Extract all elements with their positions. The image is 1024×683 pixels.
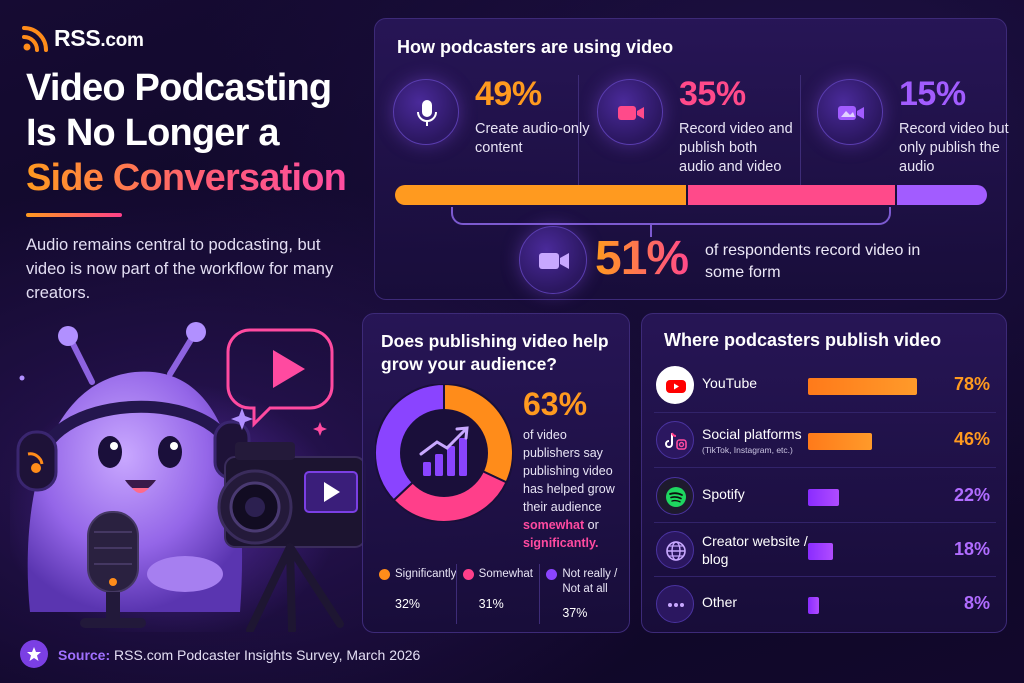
platform-row-website: Creator website / blog 18%: [654, 529, 998, 573]
growth-desc-main: of video publishers say publishing video…: [523, 428, 615, 514]
growth-desc-or: or: [587, 518, 599, 532]
legend-item: Significantly 32%: [373, 564, 456, 624]
source-label: Source:: [58, 647, 111, 663]
growth-desc-em2: significantly.: [523, 536, 599, 550]
divider: [578, 75, 579, 185]
divider: [800, 75, 801, 185]
platform-name: Creator website / blog: [702, 533, 808, 567]
platform-name: Other: [702, 594, 738, 610]
usage-bar-segment: [395, 185, 688, 205]
legend-dot: [379, 569, 390, 580]
platform-row-social: Social platforms (TikTok, Instagram, etc…: [654, 419, 998, 463]
platform-bar: [808, 489, 948, 506]
video-camera-icon: [597, 79, 663, 145]
platform-bar-fill: [808, 489, 839, 506]
platform-bar: [808, 543, 948, 560]
video-camera-icon: [519, 226, 587, 294]
brand-logo: RSS.com: [22, 24, 144, 52]
platform-bar: [808, 597, 948, 614]
growth-chart-icon: [419, 426, 469, 476]
divider: [654, 576, 996, 577]
globe-icon: [656, 531, 694, 569]
legend-value: 37%: [562, 606, 588, 620]
platform-pct: 46%: [953, 429, 990, 449]
video-camera-icon: [817, 79, 883, 145]
platform-name: YouTube: [702, 375, 758, 391]
growth-value: 63%: [523, 386, 588, 422]
divider: [654, 412, 996, 413]
stat-value: 35%: [679, 75, 746, 113]
platform-name: Spotify: [702, 486, 745, 502]
summary-value: 51%: [595, 232, 689, 285]
platform-bar-fill: [808, 378, 918, 395]
platform-row-spotify: Spotify 22%: [654, 475, 998, 519]
rss-icon: [22, 26, 48, 52]
legend-value: 32%: [395, 597, 421, 611]
legend-dot: [462, 569, 474, 580]
stat-audio-only: 49% Create audio-only content: [393, 73, 589, 189]
stat-value: 49%: [475, 75, 542, 113]
usage-stacked-bar: [395, 185, 987, 205]
legend-label: Somewhat: [478, 568, 534, 580]
platform-bar-fill: [808, 433, 873, 450]
legend-dot: [546, 569, 558, 580]
platform-subtitle: (TikTok, Instagram, etc.): [702, 445, 793, 455]
platform-bar-fill: [808, 543, 834, 560]
summary-desc: of respondents record video in some form: [705, 242, 921, 281]
accent-divider: [26, 213, 122, 217]
platforms-title: Where podcasters publish video: [664, 330, 942, 350]
star-icon: [20, 640, 48, 668]
bracket-stem: [650, 225, 652, 237]
growth-donut-chart: [375, 384, 513, 522]
title-line-2: Is No Longer a: [26, 112, 280, 154]
tiktok-instagram-icon: [656, 421, 694, 459]
stat-desc: Record video and publish both audio and …: [679, 121, 793, 175]
stat-audio-and-video: 35% Record video and publish both audio …: [597, 73, 797, 189]
youtube-icon: [656, 366, 694, 404]
microphone-icon: [393, 79, 459, 145]
divider: [654, 467, 996, 468]
brand-name: RSS.com: [54, 24, 144, 51]
usage-bar-segment: [688, 185, 898, 205]
title-line-3: Side Conversation: [26, 156, 371, 201]
spotify-icon: [656, 477, 694, 515]
platform-bar: [808, 378, 948, 395]
platform-row-other: Other 8%: [654, 583, 998, 627]
growth-desc: of video publishers say publishing video…: [523, 426, 627, 552]
bracket: [451, 207, 891, 225]
growth-panel: Does publishing video help grow your aud…: [362, 313, 630, 633]
legend-label: Significantly: [395, 568, 457, 580]
usage-panel: How podcasters are using video 49% Creat…: [374, 18, 1009, 300]
page-title: Video Podcasting Is No Longer a Side Con…: [26, 66, 371, 201]
platform-pct: 8%: [963, 593, 990, 613]
intro-text: Audio remains central to podcasting, but…: [26, 236, 334, 302]
legend-item: Not really / Not at all 37%: [539, 564, 623, 624]
platform-pct: 18%: [953, 539, 990, 559]
platform-row-youtube: YouTube 78%: [654, 364, 998, 408]
platform-pct: 22%: [953, 485, 990, 505]
platform-bar: [808, 433, 948, 450]
platforms-panel: Where podcasters publish video YouTube 7…: [641, 313, 1007, 633]
usage-bar-segment: [897, 185, 987, 205]
stat-video-audio-only: 15% Record video but only publish the au…: [817, 73, 1009, 189]
source-text: RSS.com Podcaster Insights Survey, March…: [114, 647, 421, 663]
divider: [654, 522, 996, 523]
mascot-illustration: [10, 322, 366, 632]
legend-value: 31%: [478, 597, 504, 611]
stat-desc: Record video but only publish the audio: [899, 121, 1009, 175]
growth-title: Does publishing video help grow your aud…: [381, 331, 609, 374]
source-note: Source: RSS.com Podcaster Insights Surve…: [58, 647, 420, 663]
title-line-1: Video Podcasting: [26, 67, 332, 109]
legend-item: Somewhat 31%: [455, 564, 540, 624]
more-dots-icon: [656, 585, 694, 623]
usage-title: How podcasters are using video: [397, 37, 674, 57]
legend-label: Not really / Not at all: [562, 568, 618, 595]
platform-bar-fill: [808, 597, 820, 614]
growth-desc-em1: somewhat: [523, 518, 585, 532]
growth-legend: Significantly 32% Somewhat 31% Not reall…: [373, 564, 623, 624]
stat-value: 15%: [899, 75, 966, 113]
stat-desc: Create audio-only content: [475, 121, 590, 156]
platform-name: Social platforms: [702, 426, 802, 442]
platform-pct: 78%: [953, 374, 990, 394]
